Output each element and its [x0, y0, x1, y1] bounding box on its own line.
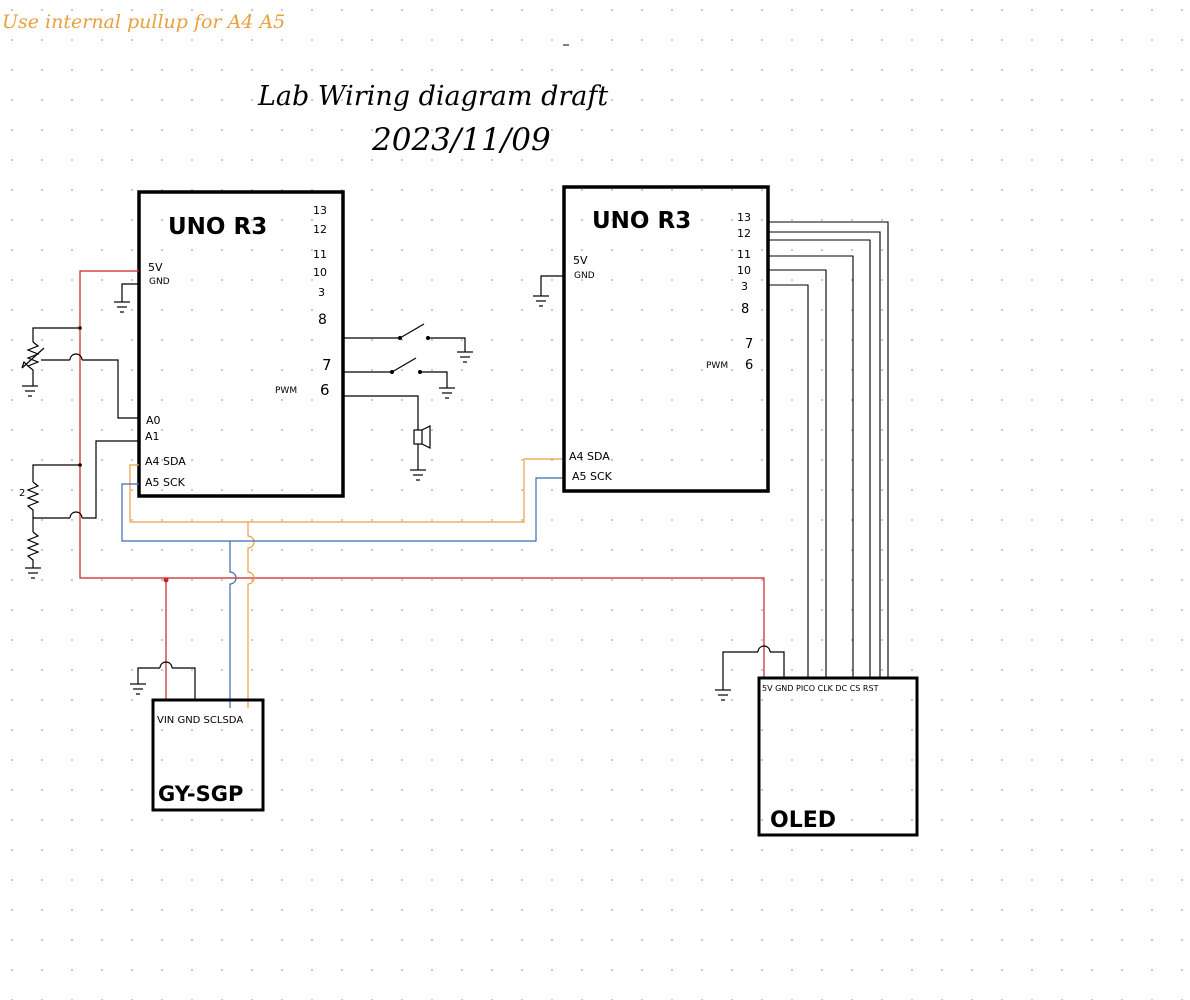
diagram-date: 2023/11/09: [371, 122, 551, 158]
pin-5v: 5V: [573, 254, 588, 267]
ground-symbol-left-uno: [114, 301, 130, 313]
pin-10: 10: [313, 266, 327, 279]
svg-text:5V GND PICO CLK DC CS RST: 5V GND PICO CLK DC CS RST: [762, 684, 879, 693]
pin-6: 6: [745, 358, 753, 373]
pin-11: 11: [737, 248, 751, 261]
pin-3: 3: [318, 286, 325, 299]
switch-8: [343, 323, 473, 363]
pin-11: 11: [313, 248, 327, 261]
gnd-wire-left-uno: [121, 283, 139, 302]
gy-sgp-module: VIN GND SCLSDA GY-SGP: [151, 698, 265, 812]
pin-8: 8: [741, 302, 749, 317]
pullup-note: Use internal pullup for A4 A5: [2, 11, 285, 33]
svg-text:OLED: OLED: [770, 808, 836, 833]
switch-7: [343, 357, 455, 399]
pin-a4: A4 SDA: [569, 450, 610, 463]
pin-5v: 5V: [148, 261, 163, 274]
pwm-label: PWM: [706, 361, 728, 371]
pin-8: 8: [318, 312, 327, 328]
potentiometer: [21, 327, 139, 419]
pin-13: 13: [313, 204, 327, 217]
pin-3: 3: [741, 280, 748, 293]
pin-gnd: GND: [574, 271, 595, 281]
pin-a4: A4 SDA: [145, 455, 186, 468]
pin-gnd: GND: [149, 277, 170, 287]
resistor-divider: [25, 440, 139, 579]
pin-a5: A5 SCK: [572, 470, 613, 483]
pin-7: 7: [322, 356, 332, 374]
pin-a5: A5 SCK: [145, 476, 186, 489]
pin-12: 12: [313, 223, 327, 236]
pin-6: 6: [320, 381, 330, 399]
sda-wire: [129, 464, 248, 523]
uno-right-board: UNO R3 13 12 11 10 3 8 7 PWM 6 5V GND A4…: [562, 185, 770, 493]
svg-text:2: 2: [19, 488, 25, 499]
pin-a1: A1: [145, 430, 160, 443]
svg-text:UNO R3: UNO R3: [168, 214, 267, 240]
pin-10: 10: [737, 264, 751, 277]
uno-left-board: UNO R3 13 12 11 10 3 8 7 PWM 6 5V GND A0…: [137, 190, 345, 498]
pin-a0: A0: [146, 414, 161, 427]
svg-text:UNO R3: UNO R3: [592, 208, 691, 234]
pwm-label: PWM: [275, 386, 297, 396]
diagram-title: Lab Wiring diagram draft: [257, 81, 608, 112]
spi-wires: [768, 221, 889, 678]
gnd-wire-right-uno: [540, 275, 564, 296]
pin-13: 13: [737, 211, 751, 224]
scl-wire: [121, 483, 230, 542]
oled-module: 5V GND PICO CLK DC CS RST OLED: [757, 676, 919, 837]
buzzer: [343, 395, 431, 481]
svg-text:GY-SGP: GY-SGP: [158, 782, 243, 806]
pin-12: 12: [737, 227, 751, 240]
power-wire-left: [79, 270, 765, 648]
pin-7: 7: [745, 337, 753, 352]
svg-text:VIN GND SCLSDA: VIN GND SCLSDA: [157, 715, 243, 726]
